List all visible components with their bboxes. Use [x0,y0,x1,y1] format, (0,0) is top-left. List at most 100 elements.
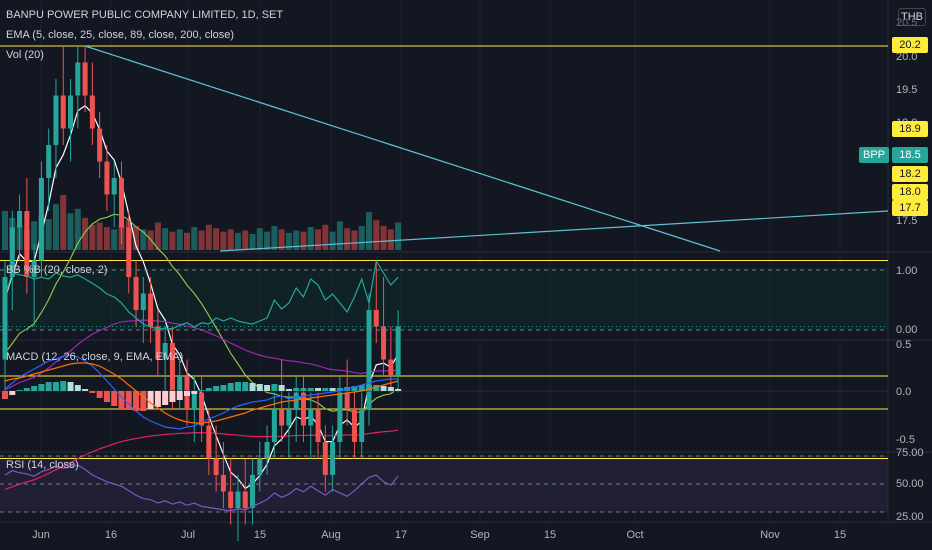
currency-badge[interactable]: THB [898,8,926,26]
volume-bar [45,219,52,250]
price-axis-label: 20.5 [896,17,918,29]
macd-histogram-bar [9,391,16,395]
macd-histogram-bar [96,391,103,398]
candle-body [46,145,52,178]
rsi-axis-label: 25.00 [896,511,924,523]
candle-body [68,95,74,129]
candle-body [24,211,30,277]
macd-histogram-bar [293,388,300,391]
candle-body [366,310,372,409]
volume-bar [249,233,256,250]
volume-bar [242,230,249,250]
candle-body [104,161,110,195]
time-axis-label: Jul [180,529,196,541]
candle-body [235,491,241,508]
macd-histogram-bar [271,384,278,391]
volume-legend[interactable]: Vol (20) [6,49,44,61]
volume-bar [191,227,198,250]
macd-histogram-bar [366,385,372,391]
volume-bar [220,231,227,250]
candle-body [228,491,234,508]
volume-bar [184,232,190,250]
macd-histogram-bar [249,383,256,391]
candle-body [177,376,183,393]
volume-bar [111,229,118,250]
macd-histogram-bar [300,388,307,391]
candle-body [322,442,328,475]
candle-body [264,442,270,459]
volume-bar [67,213,74,250]
macd-histogram-bar [140,391,147,411]
macd-legend[interactable]: MACD (12, 26, close, 9, EMA, EMA) [6,351,184,363]
macd-histogram-bar [169,391,176,402]
bb-line [4,259,399,330]
candle-body [162,343,168,360]
candle-body [381,326,387,360]
macd-histogram-bar [358,385,365,391]
volume-bar [373,220,380,250]
volume-bar [264,231,271,250]
rsi-axis-label: 50.00 [896,478,924,490]
candle-body [220,475,226,492]
candle-body [169,343,175,393]
volume-bar [169,231,176,250]
ema-legend[interactable]: EMA (5, close, 25, close, 89, close, 200… [6,29,235,41]
candle-body [344,392,350,409]
macd-histogram-bar [184,391,190,396]
candle-body [38,178,44,261]
volume-bar [293,230,300,250]
macd-histogram-bar [336,388,343,391]
rsi-legend[interactable]: RSI (14, close) [6,459,79,471]
candle-body [97,128,103,162]
candle-body [191,392,197,409]
volume-bar [256,228,263,250]
price-axis-label: 19.5 [896,84,918,96]
macd-histogram-bar [133,391,140,411]
time-axis-label: Oct [626,529,644,541]
time-axis-label: Nov [760,529,780,541]
volume-bar [358,225,365,250]
time-axis-label: 15 [543,529,557,541]
bb-axis-label: 0.00 [896,324,918,336]
price-axis-label: 17.5 [896,215,918,227]
macd-histogram-bar [307,388,314,391]
volume-bar [31,221,38,250]
volume-bar [336,221,343,250]
bb-legend[interactable]: BB %B (20, close, 2) [6,264,108,276]
candle-body [271,409,277,442]
time-axis-label: 15 [253,529,267,541]
candle-body [330,442,336,475]
candle-body [388,359,394,376]
macd-histogram-bar [234,382,241,391]
candle-body [9,227,15,277]
candle-body [395,326,401,376]
last-price-label: 18.5 [892,147,928,163]
candle-body [308,409,314,426]
trend-line-up [219,210,889,252]
macd-histogram-bar [315,388,322,391]
macd-histogram-bar [118,391,125,409]
volume-bar [103,227,110,250]
volume-bar [271,225,278,250]
rsi-line [4,464,399,512]
macd-histogram-bar [191,391,198,394]
ema-25-line [4,213,399,413]
volume-bar [234,232,241,250]
macd-histogram-bar [74,385,81,391]
macd-signal-line [4,362,399,424]
macd-histogram-bar [154,391,161,407]
candle-body [17,211,23,228]
chart-title: BANPU POWER PUBLIC COMPANY LIMITED, 1D, … [6,9,284,21]
candle-body [53,95,59,145]
macd-histogram-bar [242,382,249,391]
macd-histogram-bar [162,391,169,405]
candle-body [337,392,343,442]
time-axis-label: 16 [104,529,118,541]
macd-histogram-bar [380,386,387,391]
macd-histogram-bar [45,382,52,391]
candle-body [118,178,124,228]
candle-body [2,277,8,360]
macd-histogram-bar [395,389,402,391]
time-axis-label: Aug [321,529,341,541]
